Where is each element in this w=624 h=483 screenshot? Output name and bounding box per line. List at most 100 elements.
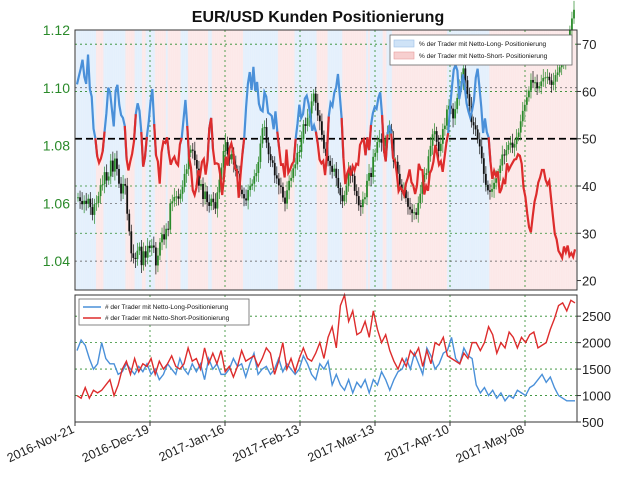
sentiment-shade bbox=[441, 30, 444, 290]
candle-body bbox=[532, 79, 534, 83]
sentiment-shade bbox=[220, 30, 224, 290]
candle-body bbox=[77, 197, 79, 199]
sentiment-shade bbox=[461, 30, 465, 290]
candle-body bbox=[484, 173, 487, 185]
bottom-right-tick-label: 500 bbox=[582, 415, 604, 430]
sentiment-shade bbox=[369, 30, 373, 290]
sentiment-shade bbox=[90, 30, 93, 290]
candle-body bbox=[312, 93, 315, 102]
sentiment-shade bbox=[417, 30, 421, 290]
sentiment-shade bbox=[191, 30, 194, 290]
sentiment-shade bbox=[527, 30, 531, 290]
candle-body bbox=[366, 180, 368, 198]
candle-body bbox=[302, 124, 305, 140]
candle-body bbox=[552, 81, 555, 85]
right-tick-label: 50 bbox=[582, 132, 596, 147]
sentiment-shade bbox=[237, 30, 240, 290]
sentiment-shade bbox=[301, 30, 305, 290]
sentiment-shade bbox=[483, 30, 487, 290]
sentiment-shade bbox=[274, 30, 277, 290]
candle-body bbox=[427, 156, 430, 173]
candle-body bbox=[152, 245, 155, 248]
sentiment-shade bbox=[446, 30, 450, 290]
candle-body bbox=[374, 152, 377, 157]
candle-body bbox=[513, 144, 516, 148]
chart-title: EUR/USD Kunden Positionierung bbox=[192, 9, 444, 26]
sentiment-shade bbox=[406, 30, 409, 290]
bottom-legend: # der Trader mit Netto-Long-Positionieru… bbox=[78, 298, 250, 326]
candle-body bbox=[130, 231, 133, 254]
candle-body bbox=[261, 128, 264, 144]
candle-body bbox=[370, 173, 372, 178]
candle-body bbox=[111, 160, 114, 172]
candle-body bbox=[140, 246, 143, 266]
candle-body bbox=[548, 76, 551, 81]
candle-body bbox=[210, 198, 213, 206]
candle-body bbox=[296, 152, 299, 165]
candle-body bbox=[259, 143, 262, 163]
candle-body bbox=[292, 168, 295, 178]
candle-body bbox=[507, 144, 510, 150]
sentiment-shade bbox=[472, 30, 476, 290]
candle-body bbox=[288, 180, 291, 191]
candle-body bbox=[304, 124, 307, 126]
sentiment-shade bbox=[338, 30, 342, 290]
candle-body bbox=[128, 213, 131, 232]
candle-body bbox=[97, 196, 100, 204]
sentiment-shade bbox=[105, 30, 108, 290]
candle-body bbox=[169, 203, 172, 230]
sentiment-shade bbox=[312, 30, 316, 290]
candle-body bbox=[224, 142, 227, 152]
candle-body bbox=[247, 190, 250, 201]
sentiment-shade bbox=[83, 30, 86, 290]
sentiment-shade bbox=[103, 30, 106, 290]
sentiment-shade bbox=[491, 30, 494, 290]
candle-body bbox=[489, 190, 491, 192]
candle-body bbox=[273, 162, 276, 176]
candle-body bbox=[487, 184, 489, 191]
candle-body bbox=[464, 68, 467, 81]
sentiment-shade bbox=[198, 30, 202, 290]
sentiment-shade bbox=[353, 30, 356, 290]
sentiment-shade bbox=[134, 30, 138, 290]
sentiment-shade bbox=[197, 30, 200, 290]
candle-body bbox=[351, 174, 354, 176]
sentiment-shade bbox=[204, 30, 207, 290]
sentiment-shade bbox=[108, 30, 112, 290]
sentiment-shade bbox=[277, 30, 281, 290]
sentiment-shade bbox=[94, 30, 97, 290]
candle-body bbox=[361, 199, 364, 208]
sentiment-shade bbox=[548, 30, 551, 290]
right-tick-label: 40 bbox=[582, 179, 596, 194]
candle-body bbox=[103, 172, 106, 185]
candle-body bbox=[413, 212, 416, 214]
candle-body bbox=[118, 168, 120, 184]
candle-body bbox=[165, 228, 168, 240]
candle-body bbox=[437, 141, 440, 152]
candle-body bbox=[415, 212, 418, 215]
series-pct-short-line bbox=[94, 114, 577, 262]
bottom-right-tick-label: 1500 bbox=[582, 362, 611, 377]
candle-body bbox=[148, 245, 151, 249]
sentiment-shade bbox=[132, 30, 136, 290]
candle-body bbox=[468, 94, 471, 106]
candle-body bbox=[339, 188, 342, 196]
candle-body bbox=[476, 129, 479, 140]
right-tick-label: 60 bbox=[582, 85, 596, 100]
sentiment-shade bbox=[450, 30, 454, 290]
candle-body bbox=[134, 257, 137, 260]
candle-body bbox=[353, 175, 356, 191]
candle-body bbox=[409, 206, 411, 210]
sentiment-shade bbox=[77, 30, 81, 290]
right-axis-ticks: 20 30 40 50 60 70 bbox=[577, 37, 596, 289]
candle-body bbox=[323, 134, 325, 149]
candle-body bbox=[480, 146, 483, 159]
sentiment-shade bbox=[230, 30, 233, 290]
sentiment-shade bbox=[272, 30, 275, 290]
candle-body bbox=[191, 149, 194, 151]
sentiment-shade bbox=[496, 30, 500, 290]
candle-body bbox=[540, 81, 543, 87]
sentiment-shade bbox=[158, 30, 161, 290]
sentiment-shade bbox=[474, 30, 477, 290]
